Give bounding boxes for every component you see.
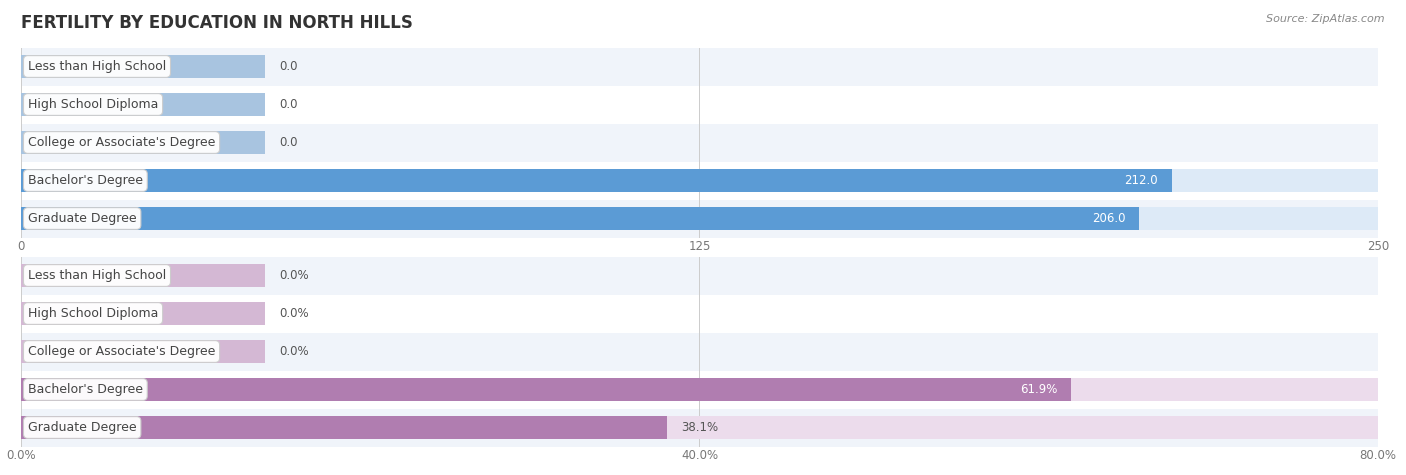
Bar xyxy=(21,169,1378,192)
Text: Less than High School: Less than High School xyxy=(28,60,166,73)
Text: High School Diploma: High School Diploma xyxy=(28,307,159,320)
Bar xyxy=(21,131,266,154)
Bar xyxy=(21,370,1378,408)
Text: High School Diploma: High School Diploma xyxy=(28,98,159,111)
Text: College or Associate's Degree: College or Associate's Degree xyxy=(28,136,215,149)
Bar xyxy=(21,378,1071,401)
Bar xyxy=(21,207,1378,230)
Text: 0.0: 0.0 xyxy=(278,60,298,73)
Bar xyxy=(21,408,1378,446)
Text: 0.0%: 0.0% xyxy=(278,269,308,282)
Text: Graduate Degree: Graduate Degree xyxy=(28,212,136,225)
Text: Bachelor's Degree: Bachelor's Degree xyxy=(28,174,143,187)
Bar xyxy=(21,124,1378,162)
Bar xyxy=(21,416,1378,439)
Bar xyxy=(21,340,266,363)
Bar xyxy=(21,207,1139,230)
Text: 61.9%: 61.9% xyxy=(1019,383,1057,396)
Text: 0.0%: 0.0% xyxy=(278,307,308,320)
Bar xyxy=(21,93,266,116)
Text: 0.0: 0.0 xyxy=(278,136,298,149)
Bar xyxy=(21,86,1378,124)
Text: 0.0: 0.0 xyxy=(278,98,298,111)
Text: 206.0: 206.0 xyxy=(1092,212,1126,225)
Text: Graduate Degree: Graduate Degree xyxy=(28,421,136,434)
Bar xyxy=(21,162,1378,199)
Text: 212.0: 212.0 xyxy=(1125,174,1159,187)
Text: 38.1%: 38.1% xyxy=(681,421,718,434)
Bar xyxy=(21,264,266,287)
Bar xyxy=(21,169,1171,192)
Bar xyxy=(21,294,1378,332)
Bar xyxy=(21,55,266,78)
Text: Less than High School: Less than High School xyxy=(28,269,166,282)
Text: FERTILITY BY EDUCATION IN NORTH HILLS: FERTILITY BY EDUCATION IN NORTH HILLS xyxy=(21,14,413,32)
Bar xyxy=(21,302,266,325)
Bar xyxy=(21,200,1378,238)
Bar xyxy=(21,332,1378,371)
Bar xyxy=(21,416,668,439)
Bar xyxy=(21,378,1378,401)
Bar xyxy=(21,48,1378,86)
Text: Source: ZipAtlas.com: Source: ZipAtlas.com xyxy=(1267,14,1385,24)
Text: College or Associate's Degree: College or Associate's Degree xyxy=(28,345,215,358)
Bar xyxy=(21,256,1378,294)
Text: 0.0%: 0.0% xyxy=(278,345,308,358)
Text: Bachelor's Degree: Bachelor's Degree xyxy=(28,383,143,396)
